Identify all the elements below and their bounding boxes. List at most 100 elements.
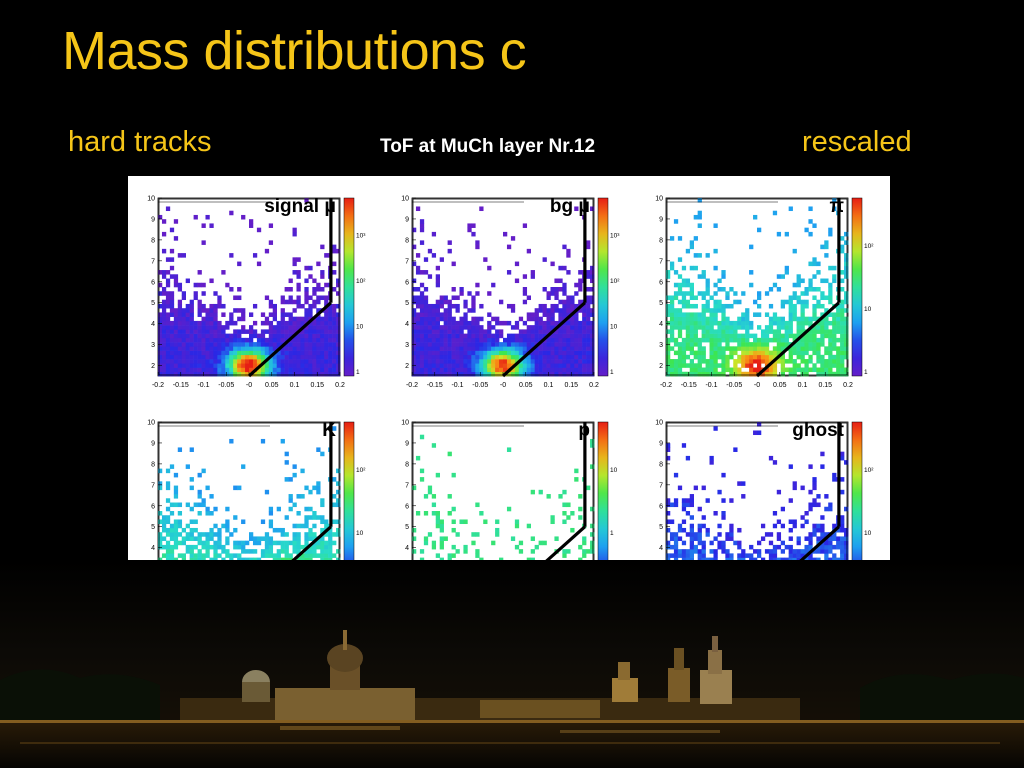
heatmap-cell — [697, 553, 702, 558]
heatmap-cell — [288, 354, 293, 360]
heatmap-cell — [177, 299, 183, 305]
heatmap-cell — [435, 282, 440, 288]
heatmap-cell — [158, 519, 163, 525]
heatmap-cell — [249, 342, 254, 347]
heatmap-cell — [217, 346, 222, 351]
heatmap-cell — [550, 346, 555, 351]
heatmap-cell — [518, 329, 524, 334]
heatmap-cell — [530, 274, 535, 279]
heatmap-cell — [431, 371, 437, 377]
heatmap-cell — [733, 540, 738, 546]
heatmap-cell — [197, 333, 202, 339]
heatmap-cell — [439, 329, 444, 334]
heatmap-cell — [666, 498, 671, 503]
heatmap-cell — [332, 287, 337, 292]
heatmap-cell — [463, 549, 468, 554]
heatmap-cell — [431, 312, 437, 317]
y-tick-label: 6 — [659, 279, 663, 286]
heatmap-cell — [776, 329, 782, 334]
heatmap-cell — [189, 519, 194, 525]
heatmap-cell — [296, 557, 301, 563]
heatmap-cell — [447, 346, 452, 351]
heatmap-cell — [332, 270, 337, 275]
heatmap-cell — [443, 346, 448, 351]
heatmap-cell — [288, 333, 293, 339]
heatmap-cell — [165, 363, 171, 368]
heatmap-cell — [514, 367, 520, 373]
heatmap-cell — [185, 502, 190, 508]
heatmap-cell — [169, 308, 175, 313]
heatmap-cell — [328, 320, 333, 326]
heatmap-cell — [209, 337, 214, 343]
heatmap-cell — [336, 350, 341, 356]
heatmap-cell — [685, 354, 691, 360]
heatmap-cell — [816, 270, 821, 275]
heatmap-cell — [586, 274, 591, 279]
heatmap-cell — [268, 329, 274, 334]
heatmap-cell — [316, 485, 321, 491]
heatmap-cell — [463, 299, 468, 305]
heatmap-cell — [268, 350, 274, 356]
heatmap-cell — [713, 553, 718, 558]
heatmap-cell — [467, 223, 472, 228]
heatmap-cell — [558, 371, 563, 377]
heatmap-cell — [757, 363, 762, 368]
heatmap-cell — [487, 371, 492, 377]
heatmap-cell — [197, 553, 202, 558]
heatmap-cell — [749, 270, 754, 275]
heatmap-cell — [764, 346, 770, 351]
heatmap-cell — [491, 363, 496, 368]
heatmap-cell — [697, 527, 702, 533]
heatmap-cell — [249, 354, 254, 360]
heatmap-cell — [760, 371, 766, 377]
heatmap-cell — [804, 299, 809, 305]
heatmap-cell — [717, 532, 722, 537]
heatmap-cell — [491, 337, 496, 343]
heatmap-cell — [828, 231, 833, 237]
heatmap-cell — [590, 464, 595, 469]
heatmap-cell — [451, 316, 456, 322]
heatmap-cell — [506, 244, 512, 250]
heatmap-cell — [776, 320, 782, 326]
heatmap-cell — [673, 498, 679, 503]
heatmap-cell — [788, 498, 793, 503]
heatmap-cell — [169, 371, 175, 377]
heatmap-cell — [693, 532, 698, 537]
heatmap-cell — [427, 337, 433, 343]
heatmap-cell — [808, 553, 813, 558]
heatmap-cell — [431, 354, 437, 360]
heatmap-cell — [518, 342, 524, 347]
heatmap-cell — [316, 316, 321, 322]
heatmap-cell — [582, 346, 587, 351]
heatmap-cell — [844, 299, 849, 305]
heatmap-cell — [681, 303, 687, 309]
heatmap-cell — [522, 320, 528, 326]
heatmap-cell — [776, 231, 782, 237]
heatmap-cell — [201, 342, 206, 347]
heatmap-cell — [546, 367, 551, 373]
heatmap-cell — [471, 329, 476, 334]
heatmap-cell — [288, 278, 293, 284]
heatmap-cell — [193, 325, 198, 330]
heatmap-cell — [796, 316, 801, 322]
heatmap-cell — [816, 303, 821, 309]
heatmap-cell — [268, 511, 274, 516]
heatmap-cell — [419, 367, 425, 373]
heatmap-cell — [181, 557, 186, 563]
heatmap-cell — [757, 337, 762, 343]
heatmap-cell — [169, 536, 175, 541]
heatmap-cell — [169, 329, 175, 334]
colorbar-tick-label: 10 — [864, 530, 872, 537]
y-tick-label: 9 — [151, 216, 155, 223]
heatmap-cell — [241, 464, 246, 469]
heatmap-cell — [796, 549, 801, 554]
heatmap-cell — [260, 312, 266, 317]
heatmap-cell — [737, 333, 742, 339]
heatmap-cell — [566, 253, 571, 258]
heatmap-cell — [276, 527, 281, 533]
heatmap-cell — [451, 346, 456, 351]
heatmap-cell — [197, 549, 202, 554]
heatmap-cell — [324, 337, 329, 343]
heatmap-cell — [804, 350, 809, 356]
heatmap-cell — [161, 219, 167, 224]
